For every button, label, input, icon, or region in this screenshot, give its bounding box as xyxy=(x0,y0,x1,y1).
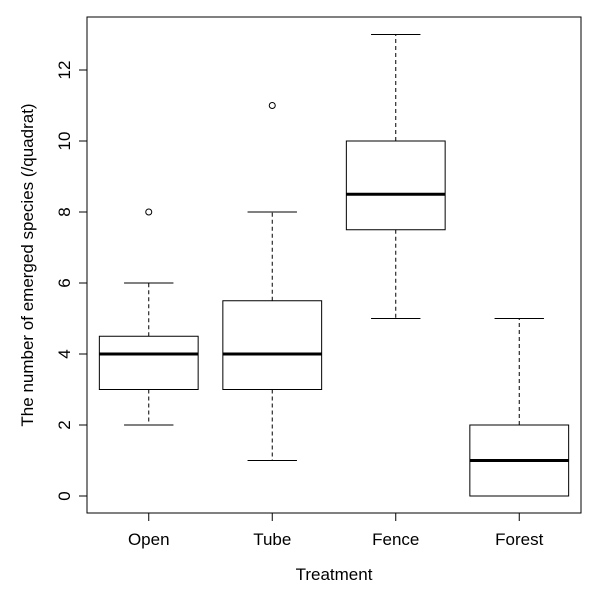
box-forest xyxy=(469,318,570,497)
x-axis-title: Treatment xyxy=(296,565,373,584)
y-tick-label: 8 xyxy=(55,207,74,216)
y-tick-label: 6 xyxy=(55,278,74,287)
outlier-point xyxy=(145,208,153,216)
x-tick-label: Fence xyxy=(372,530,419,549)
y-tick-label: 0 xyxy=(55,491,74,500)
iqr-box xyxy=(98,335,199,390)
outlier-point xyxy=(268,102,276,109)
box-tube xyxy=(222,102,323,461)
iqr-box xyxy=(345,140,446,231)
x-tick-label: Forest xyxy=(495,530,543,549)
x-tick-label: Tube xyxy=(253,530,291,549)
y-tick-label: 10 xyxy=(55,132,74,151)
x-axis: Open Tube Fence Forest xyxy=(128,512,544,549)
boxes-group xyxy=(98,34,570,497)
y-axis: 0 2 4 6 8 10 12 xyxy=(55,61,88,501)
iqr-box xyxy=(222,300,323,390)
y-axis-title: The number of emerged species (/quadrat) xyxy=(18,103,37,426)
y-tick-label: 2 xyxy=(55,420,74,429)
box-fence xyxy=(345,34,446,319)
box-open xyxy=(98,208,199,426)
y-tick-label: 12 xyxy=(55,61,74,80)
x-tick-label: Open xyxy=(128,530,170,549)
y-tick-label: 4 xyxy=(55,349,74,358)
